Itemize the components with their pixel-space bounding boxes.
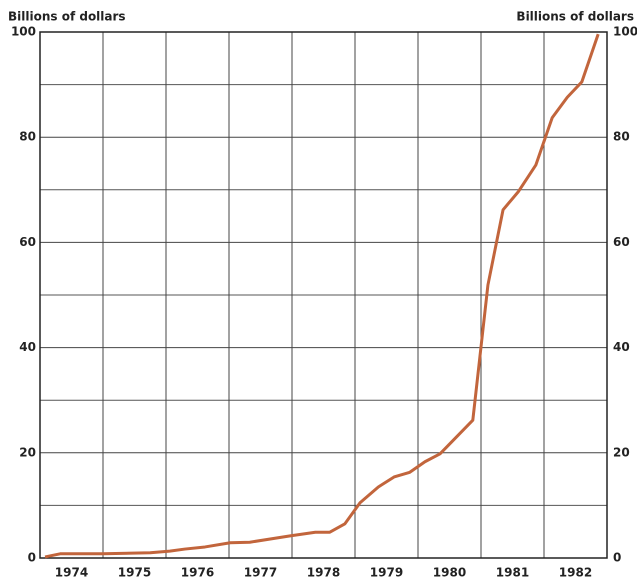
x-tick-label: 1977 — [244, 566, 277, 579]
x-tick-label: 1978 — [307, 566, 340, 579]
y-tick-label-right: 80 — [613, 130, 630, 144]
x-tick-label: 1982 — [559, 566, 592, 579]
y-tick-label-left: 100 — [11, 25, 36, 39]
y-axis-label-left: Billions of dollars — [8, 10, 126, 24]
y-tick-label-left: 80 — [19, 130, 36, 144]
x-tick-label: 1981 — [496, 566, 529, 579]
x-tick-label: 1974 — [55, 566, 88, 579]
y-tick-label-right: 100 — [613, 25, 637, 39]
x-tick-label: 1975 — [118, 566, 151, 579]
plot-frame — [39, 31, 608, 559]
y-tick-label-left: 0 — [28, 551, 36, 565]
y-tick-label-right: 40 — [613, 340, 630, 354]
x-tick-label: 1980 — [433, 566, 466, 579]
x-tick-label: 1979 — [370, 566, 403, 579]
y-axis-label-right: Billions of dollars — [516, 10, 634, 24]
y-tick-label-left: 20 — [19, 445, 36, 459]
line-series — [44, 33, 600, 559]
y-tick-label-right: 20 — [613, 445, 630, 459]
y-tick-label-left: 60 — [19, 235, 36, 249]
x-tick-label: 1976 — [181, 566, 214, 579]
y-tick-label-left: 40 — [19, 340, 36, 354]
y-tick-label-right: 60 — [613, 235, 630, 249]
y-tick-label-right: 0 — [613, 551, 621, 565]
